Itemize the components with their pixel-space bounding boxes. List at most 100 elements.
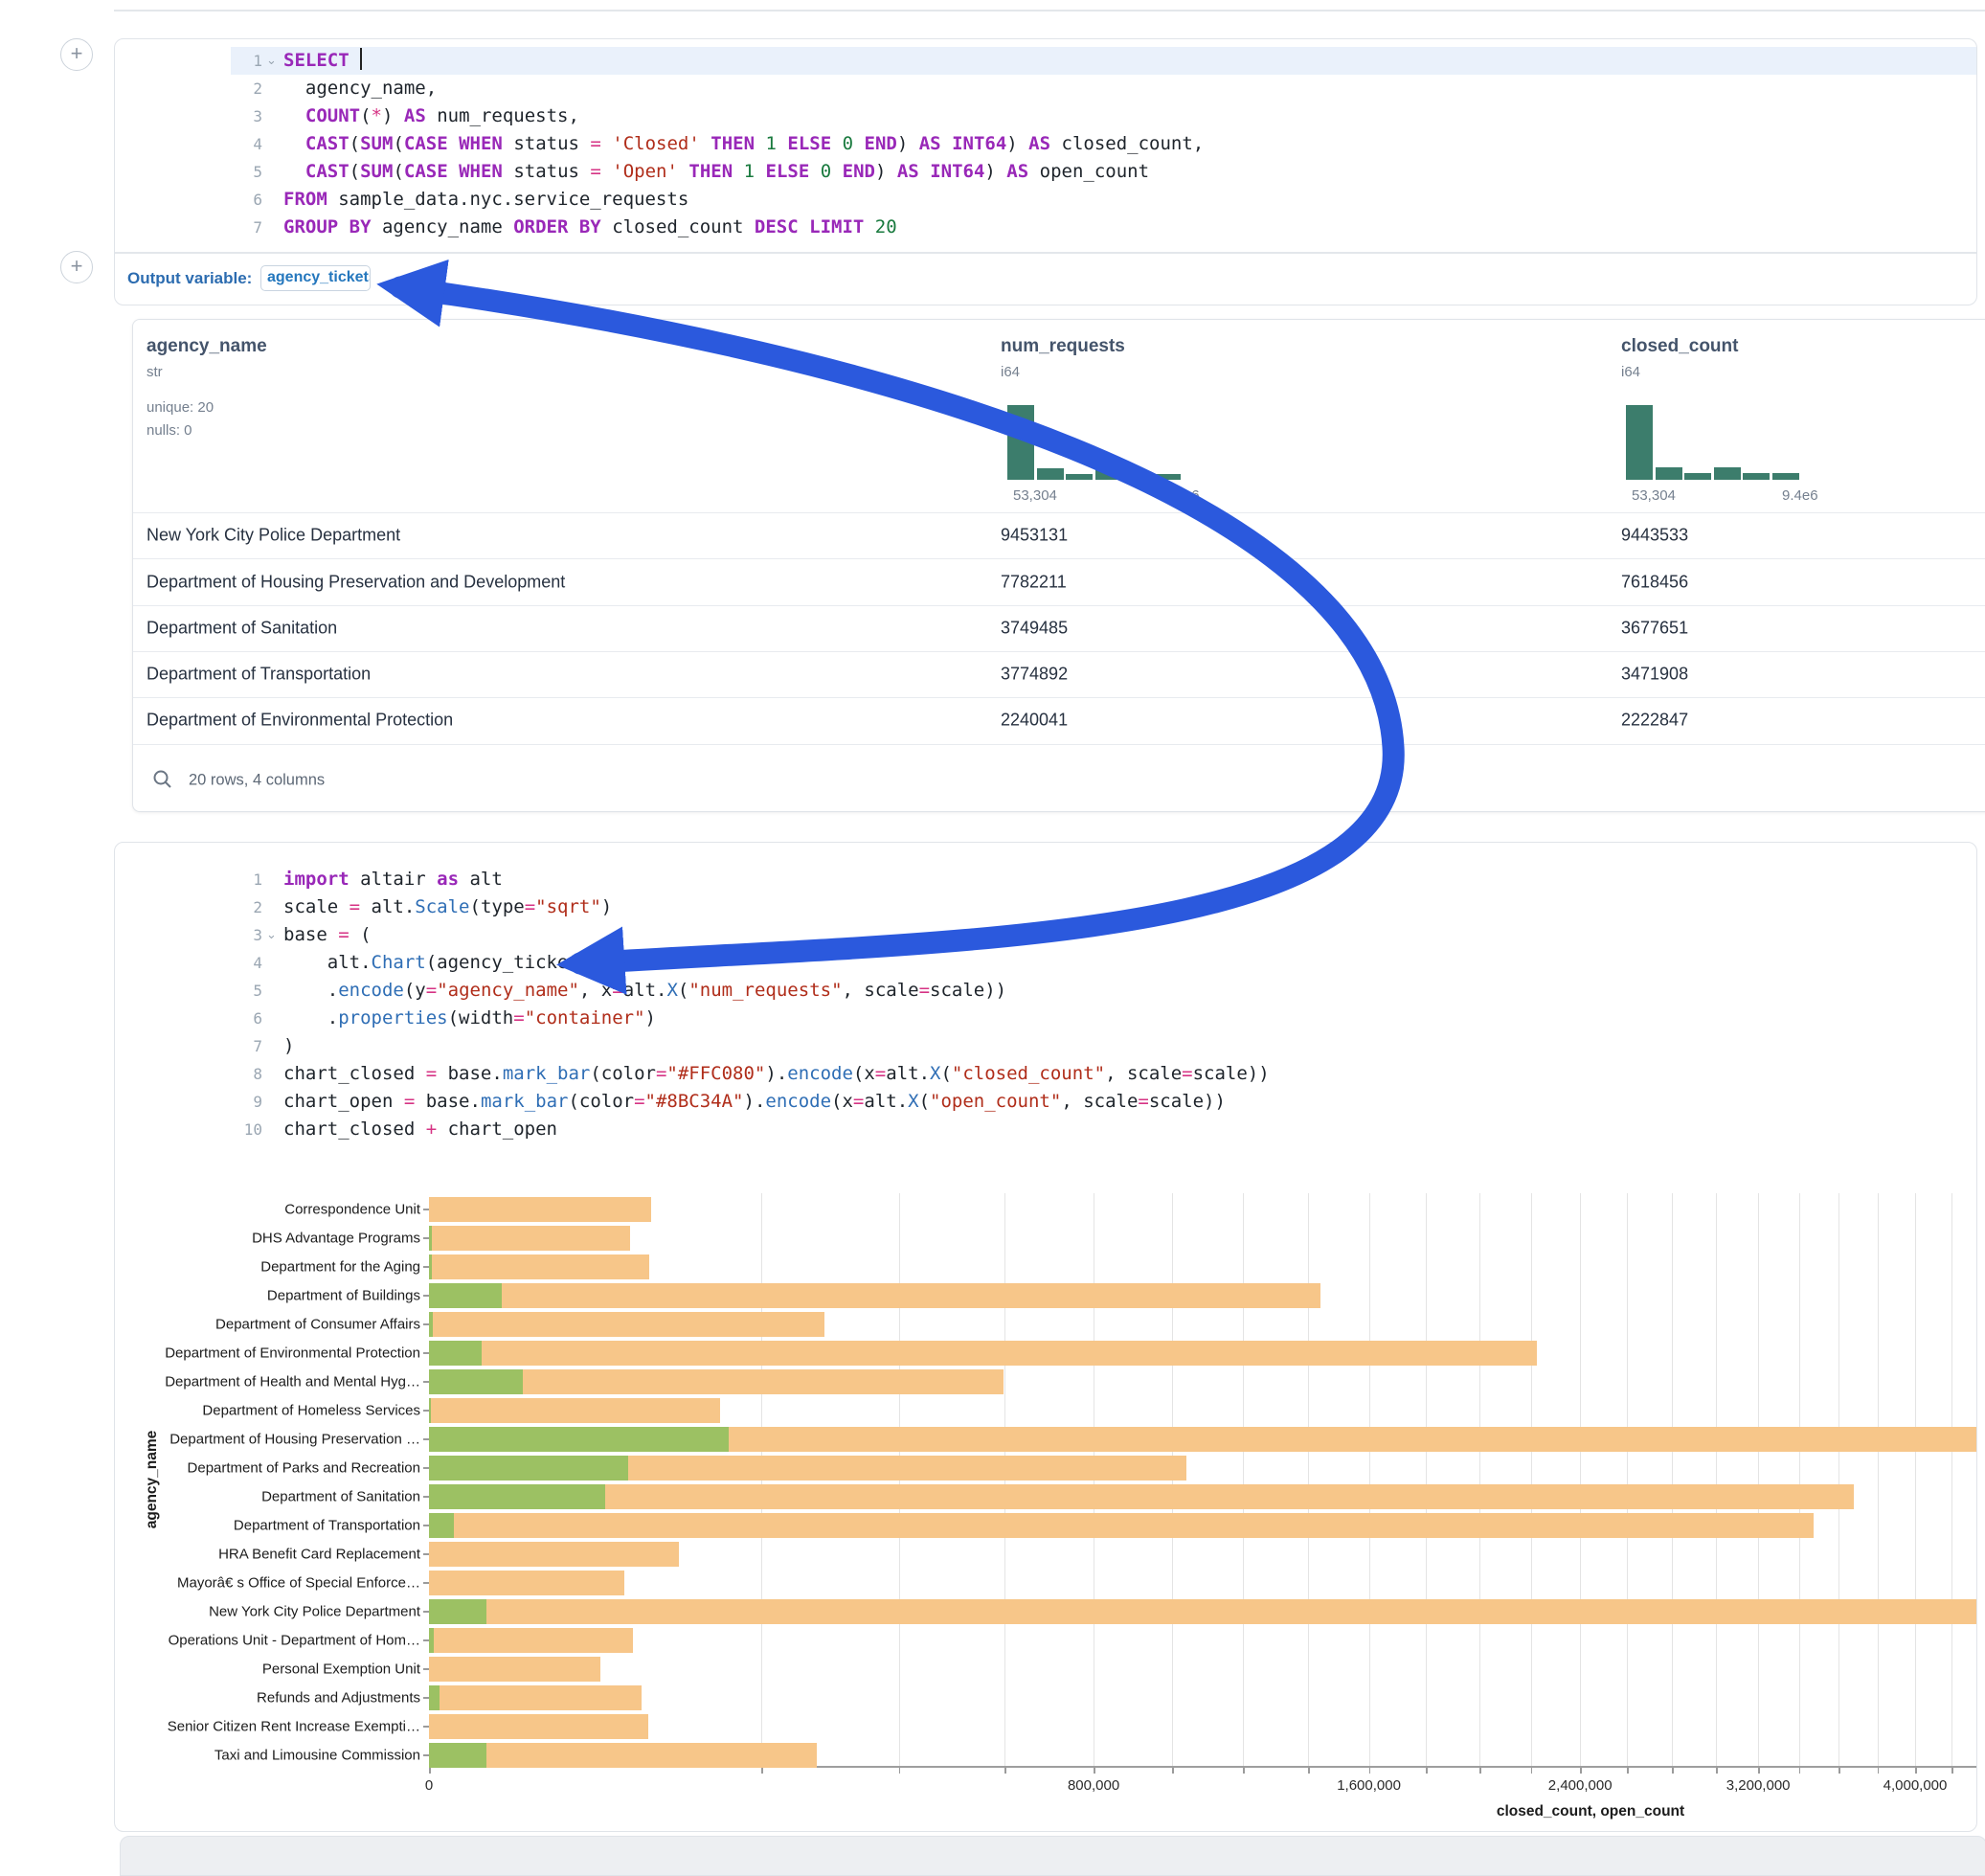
bar-closed-count — [429, 1571, 624, 1595]
line-number: 3 — [253, 926, 262, 944]
x-tick-label: 2,400,000 — [1547, 1777, 1613, 1794]
y-axis-label: Department of Housing Preservation … — [169, 1431, 420, 1448]
column-header-agency-name[interactable]: agency_name — [147, 336, 267, 356]
bar-closed-count — [429, 1369, 1004, 1394]
histogram-bar — [1713, 466, 1741, 480]
line-number: 5 — [253, 982, 262, 1000]
output-variable-input[interactable]: agency_tickets — [260, 265, 371, 291]
bar-closed-count — [429, 1427, 1976, 1452]
code-line[interactable]: GROUP BY agency_name ORDER BY closed_cou… — [283, 216, 897, 237]
bar-closed-count — [429, 1341, 1537, 1366]
y-axis-label: Department of Consumer Affairs — [215, 1316, 420, 1333]
histogram-bar — [1684, 472, 1711, 480]
table-cell[interactable]: 7618456 — [1621, 572, 1689, 591]
code-line[interactable]: CAST(SUM(CASE WHEN status = 'Closed' THE… — [305, 133, 1205, 154]
code-line[interactable]: .encode(y="agency_name", x=alt.X("num_re… — [283, 980, 1007, 1001]
line-number: 10 — [243, 1120, 262, 1139]
histogram-bar — [1036, 467, 1064, 480]
y-axis-label: Operations Unit - Department of Hom… — [168, 1632, 420, 1649]
x-tick-label: 800,000 — [1067, 1777, 1120, 1794]
column-header-num-requests[interactable]: num_requests — [1001, 336, 1125, 356]
table-cell[interactable]: 3774892 — [1001, 664, 1069, 684]
bar-open-count — [429, 1599, 487, 1624]
histogram-bar — [1124, 472, 1151, 480]
sql-output-divider — [115, 252, 1976, 254]
line-number: 4 — [253, 954, 262, 972]
y-axis-title: agency_name — [144, 1430, 160, 1529]
code-line[interactable]: alt.Chart(agency_tickets) — [283, 952, 601, 973]
table-cell[interactable]: 2222847 — [1621, 710, 1689, 730]
line-number: 2 — [253, 898, 262, 916]
table-cell[interactable]: Department of Sanitation — [147, 618, 338, 638]
code-line[interactable]: agency_name, — [283, 78, 438, 99]
python-editor[interactable]: 1 import altair as alt 2 scale = alt.Scale(… — [115, 843, 1976, 1246]
bar-closed-count — [429, 1312, 824, 1337]
table-cell[interactable]: 9443533 — [1621, 525, 1689, 545]
sql-editor[interactable]: 1 ⌄ SELECT 2 agency_name, 3 COUNT(*) AS num… — [115, 39, 1976, 305]
y-axis-label: New York City Police Department — [209, 1603, 420, 1620]
bar-open-count — [429, 1312, 434, 1337]
x-tick-label: 1,600,000 — [1337, 1777, 1401, 1794]
column-meta-nulls: nulls: 0 — [147, 422, 192, 439]
bar-open-count — [429, 1628, 434, 1653]
histogram-bar — [1743, 472, 1770, 480]
column-header-closed-count[interactable]: closed_count — [1621, 336, 1739, 356]
output-variable-label: Output variable: — [127, 269, 253, 287]
next-cell-strip[interactable] — [120, 1836, 1985, 1876]
bar-closed-count — [429, 1484, 1855, 1509]
y-axis-label: Mayorâ€ s Office of Special Enforce… — [176, 1574, 420, 1592]
table-cell[interactable]: Department of Transportation — [147, 664, 372, 684]
code-line[interactable]: CAST(SUM(CASE WHEN status = 'Open' THEN … — [305, 161, 1150, 182]
bar-closed-count — [429, 1283, 1321, 1308]
bar-open-count — [429, 1513, 454, 1538]
table-cell[interactable]: 2240041 — [1001, 710, 1069, 730]
bar-open-count — [429, 1283, 503, 1308]
y-axis-label: Department of Environmental Protection — [165, 1345, 420, 1362]
code-line[interactable]: .properties(width="container") — [283, 1007, 656, 1028]
y-axis-label: Department for the Aging — [260, 1258, 420, 1276]
code-line[interactable]: import altair as alt — [283, 869, 503, 890]
table-cell[interactable]: 9453131 — [1001, 525, 1069, 545]
code-line[interactable]: chart_open = base.mark_bar(color="#8BC34… — [283, 1091, 1226, 1112]
y-axis-label: HRA Benefit Card Replacement — [218, 1546, 420, 1563]
histogram-bar — [1626, 405, 1653, 480]
x-axis-title: closed_count, open_count — [1496, 1803, 1685, 1819]
y-axis-label: Department of Transportation — [233, 1517, 420, 1534]
line-number: 8 — [253, 1065, 262, 1083]
fold-chevron-icon[interactable]: ⌄ — [266, 53, 277, 67]
line-number: 3 — [253, 107, 262, 125]
bar-closed-count — [429, 1254, 650, 1279]
hist-max-label: 9.5e6 — [1163, 487, 1200, 504]
line-number: 1 — [253, 870, 262, 889]
add-cell-button-top[interactable]: + — [60, 38, 93, 71]
table-cell[interactable]: 3677651 — [1621, 618, 1689, 638]
bar-open-count — [429, 1341, 482, 1366]
code-line[interactable]: chart_closed = base.mark_bar(color="#FFC… — [283, 1063, 1270, 1084]
table-cell[interactable]: New York City Police Department — [147, 525, 401, 545]
line-number: 7 — [253, 218, 262, 237]
add-cell-button-middle[interactable]: + — [60, 251, 93, 283]
bar-open-count — [429, 1427, 730, 1452]
code-line[interactable]: base = ( — [283, 924, 372, 945]
code-line[interactable]: ) — [283, 1035, 295, 1056]
code-line[interactable]: scale = alt.Scale(type="sqrt") — [283, 896, 613, 917]
table-cell[interactable]: 3749485 — [1001, 618, 1069, 638]
code-line[interactable]: FROM sample_data.nyc.service_requests — [283, 189, 689, 210]
histogram-bar — [1655, 466, 1682, 480]
bar-open-count — [429, 1369, 524, 1394]
code-line[interactable]: SELECT — [283, 47, 363, 75]
text-caret — [360, 48, 363, 70]
table-cell[interactable]: 7782211 — [1001, 572, 1067, 591]
column-meta-unique: unique: 20 — [147, 399, 214, 416]
code-line[interactable]: chart_closed + chart_open — [283, 1119, 558, 1140]
search-icon[interactable] — [152, 769, 173, 790]
bar-closed-count — [429, 1743, 817, 1768]
table-cell[interactable]: Department of Environmental Protection — [147, 710, 454, 730]
line-number: 6 — [253, 1009, 262, 1028]
table-cell[interactable]: 3471908 — [1621, 664, 1689, 684]
fold-chevron-icon[interactable]: ⌄ — [266, 927, 277, 941]
bar-closed-count — [429, 1398, 720, 1423]
code-line[interactable]: COUNT(*) AS num_requests, — [305, 105, 579, 126]
table-cell[interactable]: Department of Housing Preservation and D… — [147, 572, 566, 591]
